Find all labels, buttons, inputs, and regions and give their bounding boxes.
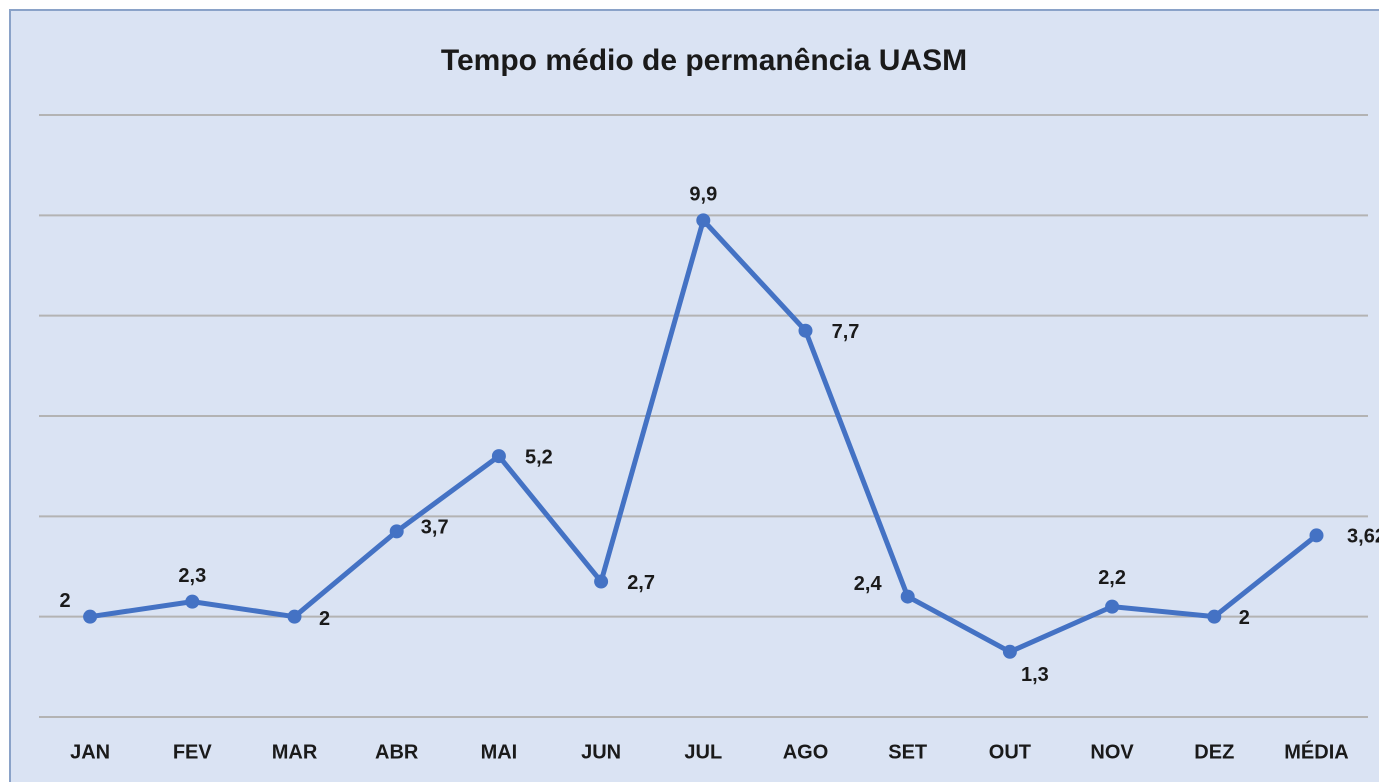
point: [1105, 599, 1120, 614]
point: [389, 524, 404, 539]
point: [594, 574, 609, 589]
data-label: 3,7: [421, 517, 449, 539]
data-label: 2,2: [1098, 567, 1126, 589]
data-label: 2,3: [178, 565, 206, 587]
data-label: 2: [319, 608, 330, 630]
data-label: 2,7: [627, 572, 655, 594]
data-label: 5,2: [525, 446, 553, 468]
point: [491, 449, 506, 464]
data-label: 3,62: [1347, 526, 1379, 548]
x-tick-label: DEZ: [1194, 741, 1234, 763]
x-tick-label: AGO: [783, 741, 829, 763]
data-label: 2: [1239, 607, 1250, 629]
point: [287, 609, 302, 624]
x-tick-label: FEV: [173, 741, 213, 763]
point: [1002, 644, 1017, 659]
chart-background: [9, 9, 1379, 782]
x-tick-label: OUT: [989, 741, 1031, 763]
x-tick-label: SET: [888, 741, 927, 763]
x-tick-label: NOV: [1090, 741, 1134, 763]
x-tick-label: JUL: [684, 741, 722, 763]
point: [1207, 609, 1222, 624]
chart-title: Tempo médio de permanência UASM: [441, 44, 967, 77]
data-label: 2,4: [854, 573, 883, 595]
x-tick-label: JAN: [70, 741, 110, 763]
x-tick-label: JUN: [581, 741, 621, 763]
point: [696, 213, 711, 228]
x-tick-label: MAR: [272, 741, 318, 763]
data-label: 9,9: [689, 184, 717, 206]
data-label: 1,3: [1021, 664, 1049, 686]
x-tick-label: MAI: [481, 741, 518, 763]
x-tick-label: MÉDIA: [1284, 740, 1348, 763]
point: [1309, 528, 1324, 543]
data-label: 2: [60, 590, 71, 612]
data-label: 7,7: [832, 321, 860, 343]
point: [83, 609, 98, 624]
point: [798, 323, 813, 338]
x-tick-label: ABR: [375, 741, 419, 763]
point: [185, 594, 200, 609]
point: [900, 589, 915, 604]
